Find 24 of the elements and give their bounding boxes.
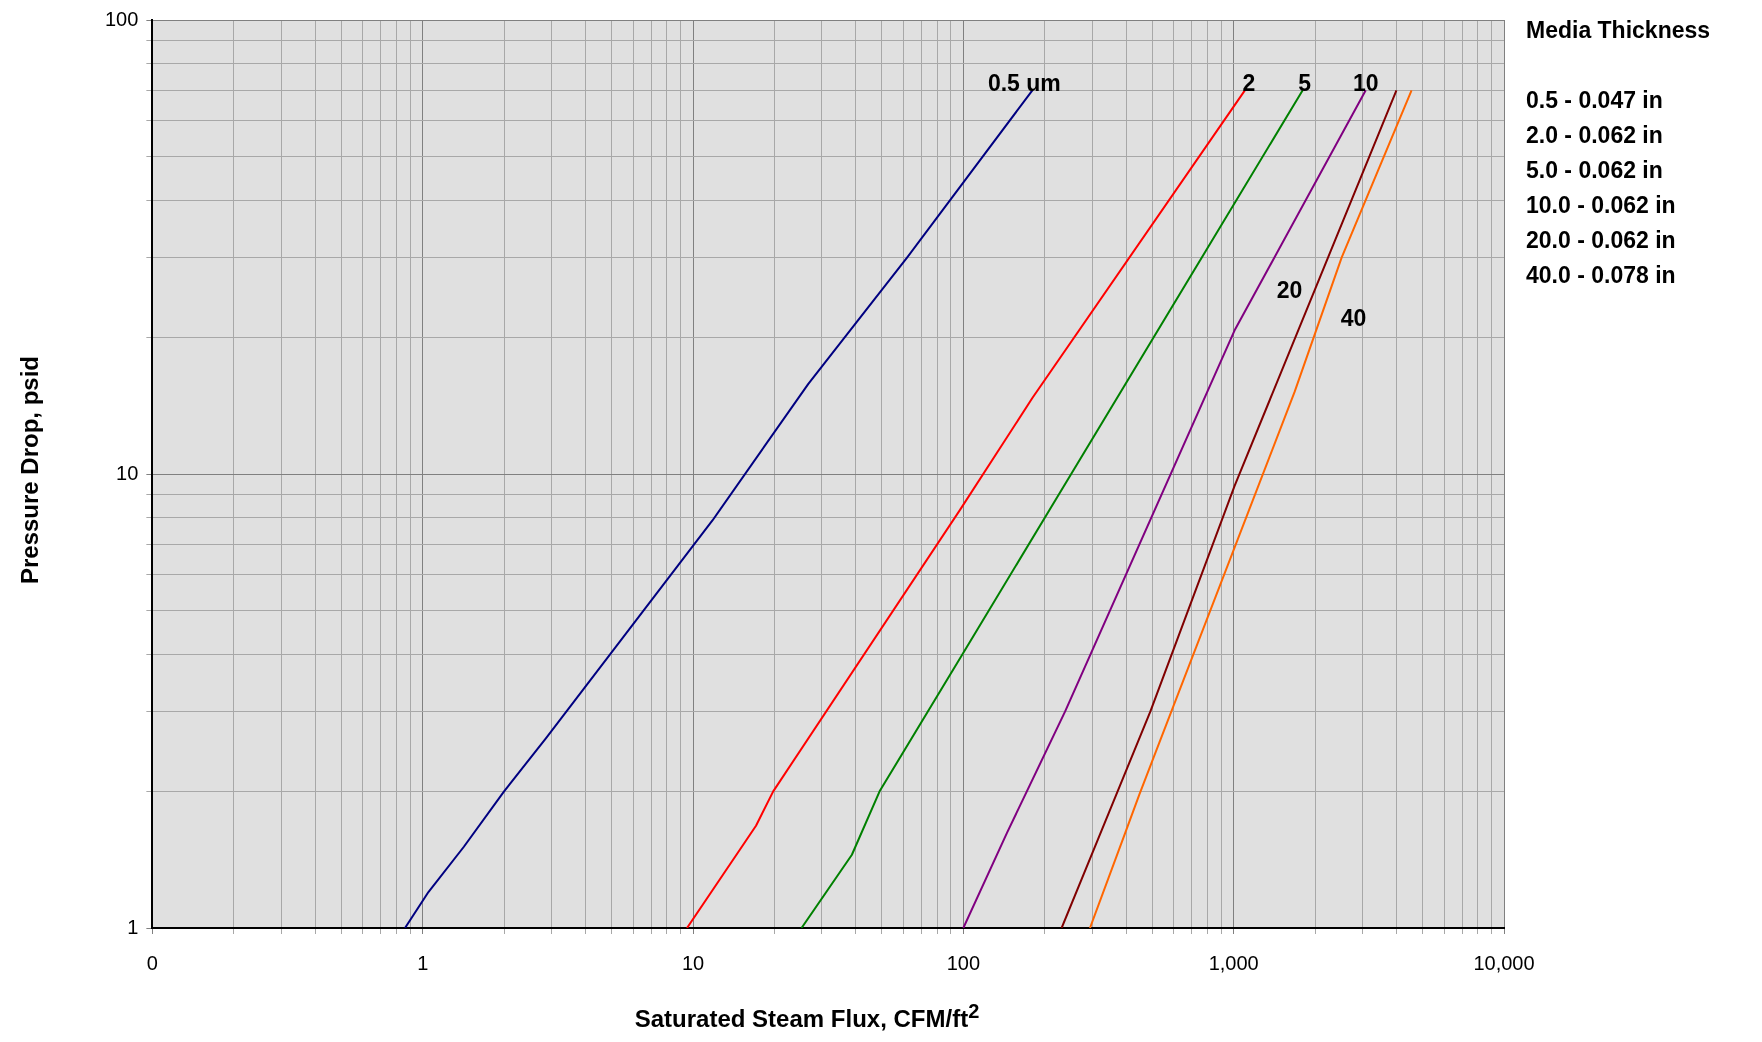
x-tick-label: 10,000 [1473, 951, 1535, 974]
text: 5.0 - 0.062 in [1526, 156, 1663, 183]
text: 10.0 - 0.062 in [1526, 191, 1676, 218]
annotation: 10 [1352, 69, 1379, 96]
text: 40.0 - 0.078 in [1526, 261, 1676, 288]
annotation: 40 [1340, 304, 1367, 331]
annotation: 0.5 um [987, 69, 1061, 96]
x-axis-title: Saturated Steam Flux, CFM/ft$^{2}$ [633, 1000, 981, 1033]
x-tick-label: 100 [946, 951, 981, 974]
annotation: 20 [1276, 276, 1303, 303]
y-tick-label: 100 [104, 7, 139, 30]
annotation: 5 [1298, 69, 1312, 96]
text: Media Thickness [1526, 16, 1711, 43]
x-tick-label: 1,000 [1208, 951, 1259, 974]
y-axis-title: Pressure Drop, psid [16, 355, 44, 585]
y-tick-label: 1 [127, 915, 139, 938]
text: 2.0 - 0.062 in [1526, 121, 1663, 148]
x-tick-label: 10 [681, 951, 705, 974]
x-tick-label: 1 [417, 951, 429, 974]
text: 20.0 - 0.062 in [1526, 226, 1676, 253]
y-tick-label: 10 [116, 461, 139, 484]
text: 0.5 - 0.047 in [1526, 86, 1663, 113]
x-tick-label: 0 [146, 951, 158, 974]
annotation: 2 [1242, 69, 1256, 96]
